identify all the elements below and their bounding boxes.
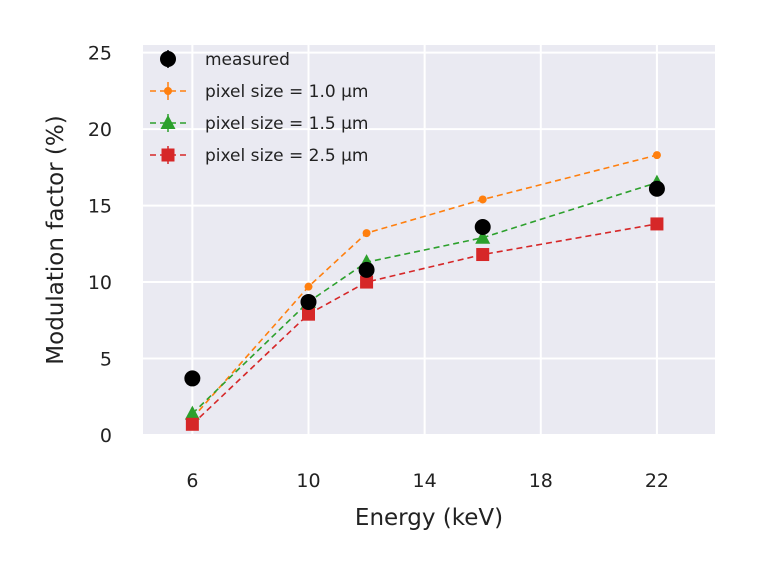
y-tick-label: 25 — [88, 43, 112, 65]
grid — [143, 45, 715, 436]
x-tick-label: 6 — [186, 470, 198, 492]
y-tick-label: 20 — [88, 119, 112, 141]
series-line — [191, 223, 658, 425]
legend-marker — [160, 115, 176, 129]
data-point — [302, 307, 316, 321]
legend-entry: pixel size = 2.5 µm — [150, 146, 368, 166]
series-1 — [188, 151, 661, 423]
data-point — [478, 195, 487, 204]
data-point — [304, 282, 313, 291]
data-point — [652, 151, 661, 160]
y-tick-label: 15 — [88, 196, 112, 218]
data-point — [362, 229, 371, 238]
series-0 — [184, 180, 665, 387]
y-axis-title: Modulation factor (%) — [43, 115, 69, 364]
data-point — [476, 248, 490, 262]
data-point — [360, 275, 374, 289]
legend-entry: pixel size = 1.5 µm — [150, 114, 368, 134]
data-point — [300, 293, 317, 310]
data-point — [474, 219, 491, 235]
legend-label: pixel size = 2.5 µm — [205, 146, 368, 166]
legend-label: pixel size = 1.0 µm — [205, 82, 368, 102]
x-tick-label: 22 — [645, 470, 669, 492]
x-tick-label: 10 — [296, 470, 320, 492]
legend-entry: pixel size = 1.0 µm — [150, 82, 368, 102]
data-point — [650, 217, 664, 231]
data-point — [185, 417, 199, 431]
data-point — [184, 370, 201, 387]
data-point — [648, 180, 665, 197]
data-point — [475, 229, 491, 244]
series-layer — [184, 151, 665, 431]
series-3 — [185, 217, 664, 431]
x-tick-label: 18 — [529, 470, 553, 492]
y-tick-label: 0 — [100, 425, 112, 447]
legend: measured pixel size = 1.0 µm pixel size = … — [150, 50, 368, 166]
data-point — [358, 261, 375, 278]
x-tick-label: 14 — [413, 470, 437, 492]
x-axis-title: Energy (keV) — [355, 505, 503, 531]
legend-marker — [160, 51, 176, 67]
legend-label: measured — [205, 50, 290, 70]
tick-layer: 6 10 14 18 22 0 5 10 15 20 25 — [88, 43, 669, 492]
y-tick-label: 10 — [88, 272, 112, 294]
legend-marker — [164, 87, 172, 95]
legend-marker — [161, 148, 175, 162]
data-point — [184, 405, 200, 420]
legend-entry: measured — [160, 50, 290, 70]
legend-label: pixel size = 1.5 µm — [205, 114, 368, 134]
y-tick-label: 5 — [100, 349, 112, 371]
